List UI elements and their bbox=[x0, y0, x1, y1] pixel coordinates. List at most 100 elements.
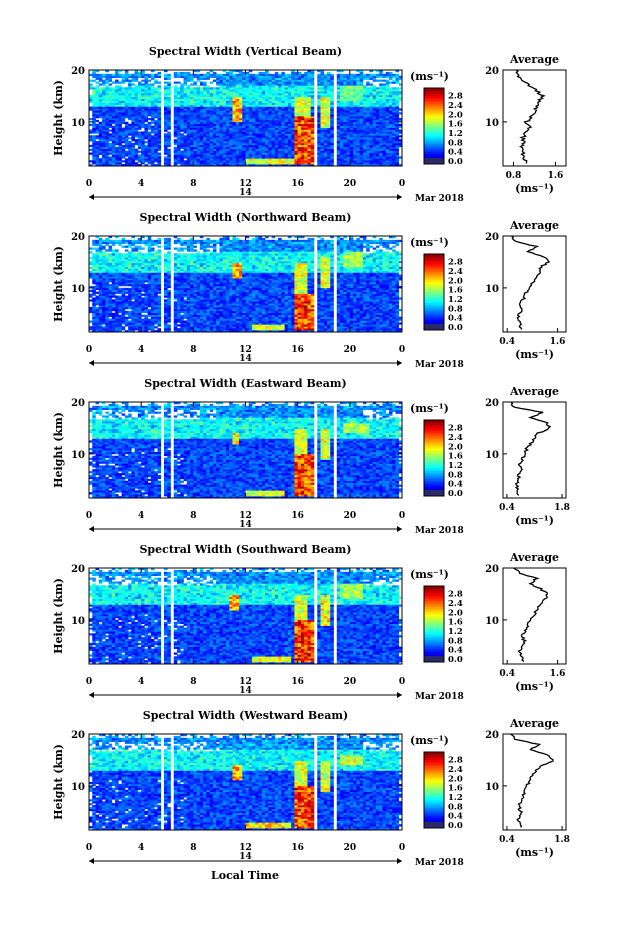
heatmap-cell bbox=[272, 156, 276, 158]
heatmap-cell bbox=[320, 78, 324, 80]
heatmap-cell bbox=[200, 106, 204, 108]
heatmap-cell bbox=[118, 324, 122, 326]
heatmap-cell bbox=[262, 131, 266, 133]
heatmap-cell bbox=[96, 303, 100, 305]
heatmap-cell bbox=[363, 131, 367, 133]
heatmap-cell bbox=[340, 85, 344, 87]
heatmap-cell bbox=[109, 76, 113, 78]
heatmap-cell bbox=[350, 91, 354, 93]
heatmap-cell bbox=[174, 147, 178, 149]
heatmap-cell bbox=[213, 89, 217, 91]
heatmap-cell bbox=[105, 255, 109, 257]
heatmap-cell bbox=[304, 97, 308, 99]
heatmap-cell bbox=[200, 131, 204, 133]
heatmap-cell bbox=[122, 292, 126, 294]
heatmap-cell bbox=[216, 87, 220, 89]
heatmap-cell bbox=[122, 299, 126, 301]
heatmap-cell bbox=[210, 151, 214, 153]
heatmap-cell bbox=[353, 76, 357, 78]
heatmap-cell bbox=[154, 128, 158, 130]
heatmap-cell bbox=[246, 89, 250, 91]
heatmap-cell bbox=[304, 106, 308, 108]
heatmap-cell bbox=[138, 324, 142, 326]
heatmap-cell bbox=[125, 274, 129, 276]
heatmap-cell bbox=[307, 116, 311, 118]
heatmap-cell bbox=[135, 108, 139, 110]
heatmap-cell bbox=[278, 112, 282, 114]
heatmap-cell bbox=[102, 328, 106, 330]
heatmap-cell bbox=[382, 128, 386, 130]
heatmap-cell bbox=[206, 137, 210, 139]
heatmap-cell bbox=[154, 87, 158, 89]
heatmap-cell bbox=[180, 124, 184, 126]
heatmap-cell bbox=[386, 83, 390, 85]
heatmap-cell bbox=[288, 112, 292, 114]
heatmap-cell bbox=[105, 156, 109, 158]
heatmap-cell bbox=[311, 97, 315, 99]
heatmap-cell bbox=[350, 80, 354, 82]
heatmap-cell bbox=[363, 135, 367, 137]
heatmap-cell bbox=[317, 76, 321, 78]
heatmap-cell bbox=[184, 118, 188, 120]
heatmap-cell bbox=[203, 143, 207, 145]
heatmap-cell bbox=[135, 154, 139, 156]
heatmap-cell bbox=[206, 93, 210, 95]
heatmap-cell bbox=[131, 126, 135, 128]
heatmap-cell bbox=[135, 151, 139, 153]
heatmap-cell bbox=[340, 143, 344, 145]
heatmap-cell bbox=[366, 114, 370, 116]
heatmap-cell bbox=[118, 137, 122, 139]
heatmap-cell bbox=[99, 126, 103, 128]
heatmap-cell bbox=[180, 116, 184, 118]
heatmap-cell bbox=[324, 74, 328, 76]
heatmap-cell bbox=[311, 135, 315, 137]
heatmap-cell bbox=[340, 124, 344, 126]
heatmap-cell bbox=[337, 103, 341, 105]
heatmap-cell bbox=[197, 156, 201, 158]
heatmap-cell bbox=[96, 99, 100, 101]
heatmap-cell bbox=[229, 78, 233, 80]
heatmap-cell bbox=[249, 139, 253, 141]
heatmap-cell bbox=[278, 114, 282, 116]
heatmap-cell bbox=[327, 110, 331, 112]
heatmap-cell bbox=[115, 135, 119, 137]
heatmap-cell bbox=[324, 82, 328, 84]
heatmap-cell bbox=[298, 154, 302, 156]
heatmap-cell bbox=[125, 76, 129, 78]
heatmap-cell bbox=[96, 145, 100, 147]
heatmap-cell bbox=[102, 101, 106, 103]
heatmap-cell bbox=[102, 108, 106, 110]
heatmap-cell bbox=[92, 114, 96, 116]
heatmap-cell bbox=[184, 108, 188, 110]
heatmap-cell bbox=[369, 76, 373, 78]
heatmap-cell bbox=[216, 116, 220, 118]
heatmap-cell bbox=[164, 106, 168, 108]
heatmap-cell bbox=[376, 95, 380, 97]
heatmap-cell bbox=[304, 128, 308, 130]
heatmap-cell bbox=[115, 320, 119, 322]
heatmap-cell bbox=[379, 106, 383, 108]
heatmap-cell bbox=[131, 322, 135, 324]
heatmap-cell bbox=[307, 110, 311, 112]
heatmap-cell bbox=[285, 143, 289, 145]
heatmap-cell bbox=[327, 83, 331, 85]
heatmap-cell bbox=[141, 122, 145, 124]
heatmap-cell bbox=[102, 303, 106, 305]
heatmap-cell bbox=[206, 114, 210, 116]
heatmap-cell bbox=[226, 87, 230, 89]
heatmap-cell bbox=[190, 103, 194, 105]
heatmap-cell bbox=[246, 110, 250, 112]
heatmap-cell bbox=[112, 74, 116, 76]
heatmap-cell bbox=[174, 128, 178, 130]
heatmap-cell bbox=[376, 124, 380, 126]
heatmap-cell bbox=[115, 154, 119, 156]
heatmap-cell bbox=[392, 118, 396, 120]
heatmap-cell bbox=[154, 120, 158, 122]
heatmap-cell bbox=[210, 120, 214, 122]
heatmap-cell bbox=[174, 126, 178, 128]
heatmap-cell bbox=[99, 242, 103, 244]
heatmap-cell bbox=[148, 149, 152, 151]
heatmap-cell bbox=[249, 131, 253, 133]
heatmap-cell bbox=[213, 76, 217, 78]
heatmap-cell bbox=[249, 85, 253, 87]
